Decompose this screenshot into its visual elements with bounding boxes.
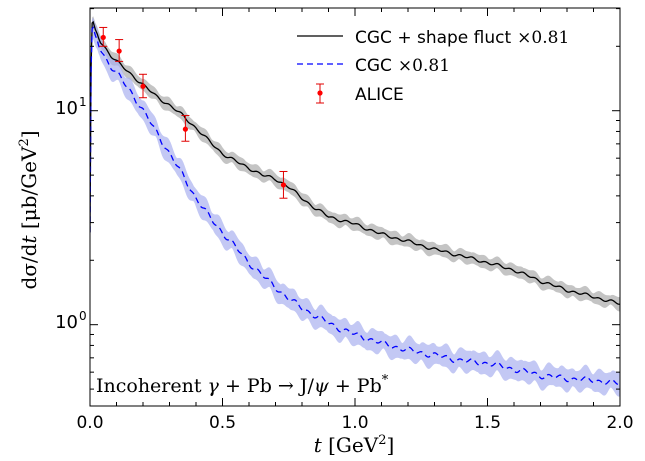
x-tick-label: 1.5 — [474, 413, 501, 433]
x-tick-label: 1.0 — [341, 413, 368, 433]
x-tick-label: 0.0 — [76, 413, 103, 433]
svg-text:0: 0 — [79, 309, 87, 323]
legend-label-cgc: CGC ×0.81 — [355, 56, 450, 76]
x-tick-label: 2.0 — [606, 413, 633, 433]
svg-text:1: 1 — [79, 95, 87, 109]
svg-text:10: 10 — [55, 312, 78, 333]
legend-marker-alice — [316, 84, 324, 103]
x-tick-label: 0.5 — [209, 413, 236, 433]
annotation: Incoherent γ + Pb → J/ψ + Pb* — [96, 373, 389, 397]
legend: CGC + shape fluct ×0.81 CGC ×0.81 ALICE — [297, 28, 569, 105]
legend-label-shape-fluct: CGC + shape fluct ×0.81 — [355, 28, 569, 48]
y-tick-label-1: 10 0 — [55, 309, 87, 333]
y-tick-label-10: 10 1 — [55, 95, 87, 119]
y-axis-label: dσ/dt [μb/GeV2] — [17, 130, 41, 289]
legend-label-alice: ALICE — [355, 85, 404, 105]
x-axis-label: t [GeV2] — [314, 433, 395, 457]
svg-text:dσ/dt [μb/GeV2]: dσ/dt [μb/GeV2] — [17, 130, 41, 289]
svg-text:10: 10 — [55, 98, 78, 119]
